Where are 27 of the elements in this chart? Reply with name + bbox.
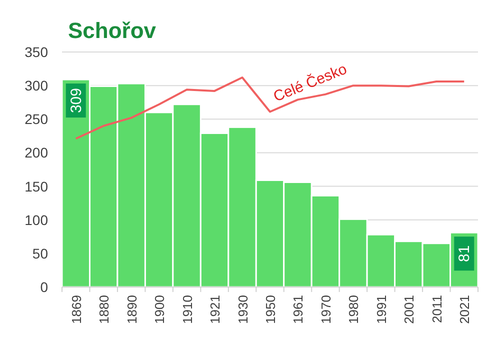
y-tick-label: 100 bbox=[24, 212, 48, 228]
x-tick-label: 1980 bbox=[346, 295, 362, 324]
x-tick-label: 2021 bbox=[457, 295, 472, 324]
x-tick-label: 1869 bbox=[68, 295, 84, 324]
x-tick-label: 1890 bbox=[124, 295, 140, 324]
x-tick-label: 2011 bbox=[429, 295, 444, 323]
text: Celé Česko bbox=[270, 60, 350, 106]
y-tick-label: 50 bbox=[32, 245, 48, 262]
x-tick-label: 1930 bbox=[235, 295, 250, 324]
x-tick-label: 1991 bbox=[374, 295, 389, 324]
x-tick-label: 1900 bbox=[152, 295, 168, 324]
y-tick-label: 300 bbox=[24, 78, 48, 94]
x-tick-label: 1921 bbox=[208, 295, 223, 324]
x-tick-label: 1950 bbox=[263, 295, 278, 324]
y-tick-label: 150 bbox=[24, 178, 48, 194]
data-label: 81 bbox=[456, 245, 474, 262]
y-tick-label: 350 bbox=[24, 44, 48, 60]
y-tick-label: 0 bbox=[40, 279, 48, 295]
x-tick-label: 1970 bbox=[318, 295, 334, 324]
x-tick-label: 1961 bbox=[290, 295, 306, 324]
chart-title: Schořov bbox=[68, 18, 157, 43]
data-label: 309 bbox=[68, 88, 85, 114]
x-tick-label: 1910 bbox=[180, 295, 195, 324]
x-tick-label: 2001 bbox=[402, 295, 417, 324]
y-tick-label: 250 bbox=[24, 111, 48, 128]
y-tick-label: 200 bbox=[24, 144, 48, 161]
x-tick-label: 1880 bbox=[96, 295, 112, 324]
